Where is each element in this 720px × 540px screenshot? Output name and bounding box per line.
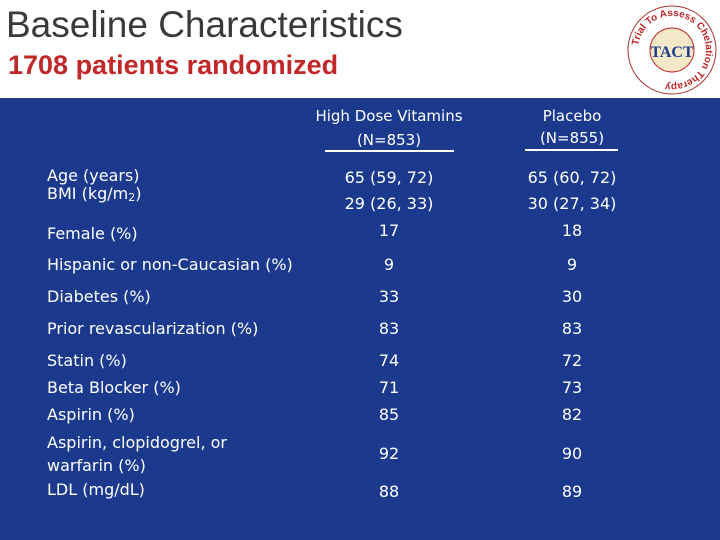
slide-subtitle: 1708 patients randomized [8, 50, 339, 80]
row-label-aspirin: Aspirin (%) [47, 405, 135, 424]
slide-header: Baseline Characteristics 1708 patients r… [0, 0, 720, 96]
cell-placebo-bmi: 30 (27, 34) [527, 194, 617, 213]
cell-hdv-hispanic: 9 [383, 255, 395, 274]
cell-placebo-age: 65 (60, 72) [527, 168, 617, 187]
table-panel: High Dose Vitamins (N=853) Placebo (N=85… [0, 98, 720, 540]
column-header-hdv: High Dose Vitamins [315, 107, 463, 125]
cell-hdv-diabetes: 33 [378, 287, 400, 306]
row-label-hispanic: Hispanic or non-Caucasian (%) [47, 255, 293, 274]
cell-hdv-bmi: 29 (26, 33) [344, 194, 434, 213]
cell-placebo-beta-blocker: 73 [561, 378, 583, 397]
cell-hdv-ldl: 88 [378, 482, 400, 501]
column-header-hdv-n: (N=853) [356, 131, 422, 149]
cell-placebo-antiplatelet: 90 [561, 444, 583, 463]
row-label-age: Age (years) [47, 166, 140, 185]
column-header-placebo: Placebo [542, 107, 602, 125]
row-label-antiplatelet: Aspirin, clopidogrel, or [47, 433, 228, 452]
row-label-diabetes: Diabetes (%) [47, 287, 151, 306]
cell-hdv-revascularization: 83 [378, 319, 400, 338]
row-label-beta-blocker: Beta Blocker (%) [47, 378, 181, 397]
row-label-antiplatelet-cont: warfarin (%) [47, 456, 146, 475]
column-underline-placebo [525, 149, 618, 151]
cell-hdv-antiplatelet: 92 [378, 444, 400, 463]
cell-placebo-hispanic: 9 [566, 255, 578, 274]
row-label-revascularization: Prior revascularization (%) [47, 319, 259, 338]
cell-hdv-beta-blocker: 71 [378, 378, 400, 397]
cell-placebo-aspirin: 82 [561, 405, 583, 424]
bmi-superscript: 2 [128, 191, 136, 204]
cell-hdv-statin: 74 [378, 351, 400, 370]
cell-hdv-female: 17 [378, 221, 400, 240]
row-label-ldl: LDL (mg/dL) [47, 480, 145, 499]
row-label-bmi: BMI (kg/m2) [47, 184, 142, 204]
slide-title: Baseline Characteristics [6, 4, 403, 45]
cell-placebo-diabetes: 30 [561, 287, 583, 306]
logo-name: TACT [650, 44, 694, 61]
cell-placebo-ldl: 89 [561, 482, 583, 501]
column-header-placebo-n: (N=855) [539, 129, 605, 147]
tact-logo: Trial To Assess Chelation Therapy TACT [627, 5, 717, 95]
cell-hdv-age: 65 (59, 72) [344, 168, 434, 187]
column-underline-hdv [325, 150, 454, 152]
cell-placebo-female: 18 [561, 221, 583, 240]
cell-placebo-statin: 72 [561, 351, 583, 370]
row-label-female: Female (%) [47, 224, 138, 243]
cell-hdv-aspirin: 85 [378, 405, 400, 424]
cell-placebo-revascularization: 83 [561, 319, 583, 338]
row-label-statin: Statin (%) [47, 351, 127, 370]
